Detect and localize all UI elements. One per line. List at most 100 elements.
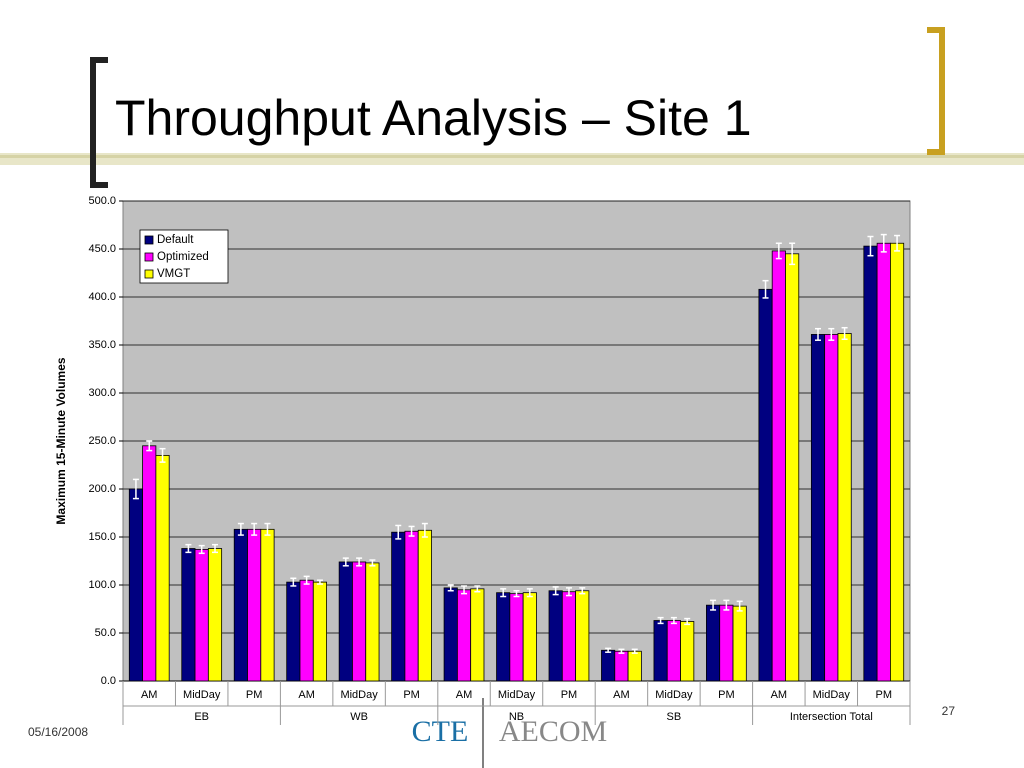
error-bar — [132, 478, 139, 500]
x-tick-label: PM — [718, 689, 735, 701]
error-bar — [552, 586, 559, 596]
bar — [548, 590, 563, 682]
slide-title: Throughput Analysis – Site 1 — [115, 90, 752, 146]
bar — [719, 604, 734, 682]
title-band — [0, 153, 1024, 165]
bar — [207, 548, 223, 682]
bar — [260, 528, 275, 682]
page-number: 27 — [942, 704, 956, 718]
error-bar — [474, 585, 481, 593]
error-bar — [513, 590, 520, 598]
right-bracket — [927, 27, 945, 155]
x-tick-label: AM — [613, 689, 630, 701]
y-tick-label: 450.0 — [88, 243, 116, 255]
legend-label: VMGT — [157, 268, 190, 280]
group-label: EB — [194, 711, 209, 723]
bar — [824, 334, 839, 682]
error-bar — [670, 616, 677, 625]
error-bar — [461, 585, 468, 595]
error-bar — [198, 544, 205, 555]
y-tick-label: 250.0 — [88, 435, 116, 447]
error-bar — [212, 543, 218, 554]
group-label: Intersection Total — [790, 711, 873, 723]
error-bar — [618, 648, 625, 654]
error-bar — [723, 599, 730, 611]
bar — [627, 650, 642, 682]
bar — [666, 620, 681, 682]
bar — [653, 620, 668, 682]
error-bar — [159, 447, 166, 463]
error-bar — [710, 599, 717, 611]
x-tick-label: PM — [246, 689, 263, 701]
group-label: NB — [509, 711, 524, 723]
left-bracket — [90, 57, 108, 188]
bar — [417, 529, 432, 682]
x-tick-label: MidDay — [340, 689, 378, 701]
x-tick-label: MidDay — [813, 689, 851, 701]
legend-box — [139, 229, 229, 284]
bar — [142, 445, 157, 682]
y-tick-label: 150.0 — [88, 531, 116, 543]
bar — [456, 589, 472, 682]
error-bar — [500, 588, 507, 598]
bar — [601, 649, 616, 682]
error-bar — [146, 440, 153, 452]
bar — [863, 245, 878, 682]
y-tick-label: 300.0 — [88, 387, 116, 399]
bar — [352, 561, 367, 682]
bar — [391, 531, 406, 682]
x-tick-label: PM — [876, 689, 893, 701]
bar — [496, 592, 511, 682]
bar — [365, 562, 380, 682]
error-bar — [526, 588, 533, 598]
bar — [785, 253, 800, 682]
error-bar — [775, 242, 782, 260]
bar — [155, 454, 170, 682]
error-bar — [408, 525, 415, 537]
bar — [128, 488, 143, 682]
x-tick-label: MidDay — [183, 689, 221, 701]
bar — [443, 587, 458, 682]
bar — [404, 530, 419, 682]
legend-swatch — [144, 252, 154, 262]
y-tick-label: 350.0 — [88, 339, 116, 351]
y-tick-label: 100.0 — [88, 579, 116, 591]
error-bar — [684, 617, 691, 626]
y-tick-label: 200.0 — [88, 483, 116, 495]
x-tick-label: AM — [456, 689, 473, 701]
bar — [247, 528, 262, 682]
x-tick-label: AM — [141, 689, 158, 701]
bar — [338, 561, 353, 682]
logo-aecom: AECOM — [499, 715, 607, 748]
error-bar — [395, 524, 402, 540]
bar — [522, 592, 537, 682]
x-tick-label: AM — [771, 689, 788, 701]
error-bar — [369, 559, 376, 567]
bar — [732, 605, 747, 682]
y-tick-label: 0.0 — [101, 675, 116, 687]
error-bar — [421, 522, 428, 538]
error-bar — [185, 543, 192, 554]
error-bar — [447, 584, 454, 592]
legend-label: Default — [157, 234, 194, 246]
bar — [181, 548, 196, 682]
bar — [706, 604, 721, 682]
y-tick-label: 500.0 — [88, 195, 116, 207]
bar — [233, 528, 248, 682]
bar — [837, 333, 852, 682]
bar — [771, 250, 786, 682]
bar — [680, 621, 695, 682]
x-tick-label: PM — [561, 689, 578, 701]
y-tick-label: 50.0 — [95, 627, 116, 639]
legend-swatch — [144, 269, 154, 279]
error-bar — [237, 522, 244, 536]
error-bar — [828, 327, 835, 341]
error-bar — [736, 600, 743, 612]
bar — [286, 581, 301, 682]
bar — [509, 593, 524, 682]
x-tick-label: AM — [298, 689, 315, 701]
slide-date: 05/16/2008 — [28, 725, 88, 739]
group-label: SB — [667, 711, 682, 723]
bar — [890, 242, 905, 682]
